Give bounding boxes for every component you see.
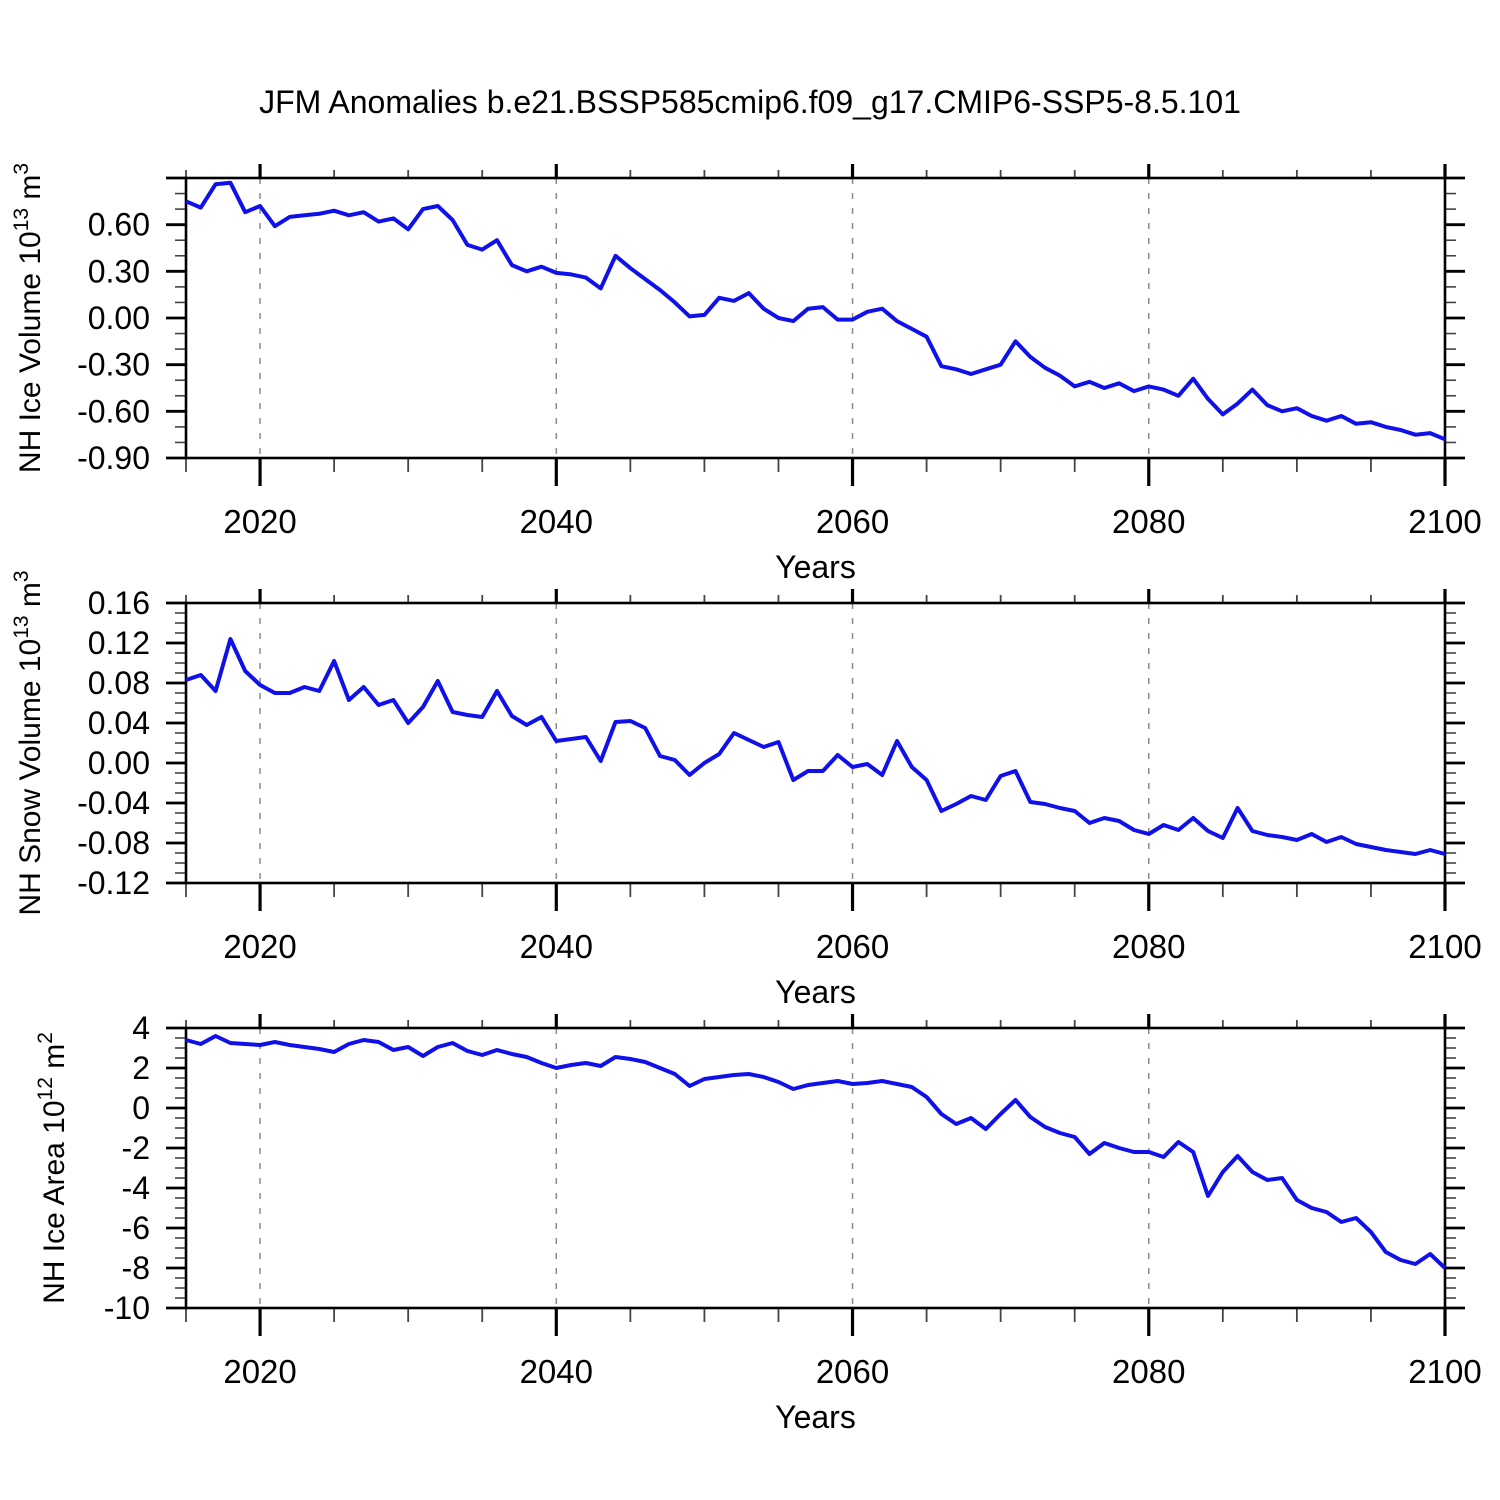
y-tick-label: 2 [132,1050,150,1086]
y-tick-label: -0.04 [77,785,150,821]
y-tick-label: 4 [132,1010,150,1046]
y-axis-title: NH Ice Volume 1013 m3 [10,163,47,473]
x-tick-label: 2080 [1112,1353,1185,1390]
y-tick-label: -4 [122,1170,150,1206]
x-axis-title: Years [775,1399,856,1435]
y-tick-label: -8 [122,1250,150,1286]
y-axis-title: NH Snow Volume 1013 m3 [10,570,47,915]
y-tick-label: 0.00 [88,300,150,336]
x-axis-title: Years [775,549,856,585]
x-tick-label: 2040 [520,503,593,540]
y-tick-label: -0.90 [77,440,150,476]
y-tick-label: 0.30 [88,253,150,289]
x-tick-label: 2020 [223,928,296,965]
x-tick-label: 2040 [520,1353,593,1390]
y-tick-label: 0.12 [88,625,150,661]
x-tick-label: 2100 [1408,1353,1481,1390]
x-tick-label: 2040 [520,928,593,965]
x-tick-label: 2060 [816,928,889,965]
x-tick-label: 2080 [1112,928,1185,965]
y-tick-label: -0.12 [77,865,150,901]
y-tick-label: 0.00 [88,745,150,781]
figure-title: JFM Anomalies b.e21.BSSP585cmip6.f09_g17… [259,84,1241,120]
plot-frame [184,601,1447,885]
y-tick-label: -6 [122,1210,150,1246]
ice-area-chart: 2020 2040 2060 2080 2100 4 2 0 -2 -4 -6 -8 -10 NH Ice… [34,1010,1482,1435]
x-tick-label: 2020 [223,503,296,540]
x-tick-label: 2060 [816,503,889,540]
plot-frame [184,1026,1447,1310]
y-axis-title: NH Ice Area 1012 m2 [34,1032,71,1304]
data-line-nh-ice-volume [185,180,1446,442]
ice-volume-chart: 2020 2040 2060 2080 2100 0.60 0.30 0.00 -0.30 -0.… [10,163,1482,585]
x-tick-label: 2100 [1408,928,1481,965]
y-tick-label: -10 [104,1290,150,1326]
data-line-nh-ice-area [185,1034,1447,1270]
data-line-nh-snow-volume [185,637,1446,856]
x-tick-label: 2020 [223,1353,296,1390]
x-tick-label: 2080 [1112,503,1185,540]
y-tick-label: 0.08 [88,665,150,701]
y-tick-label: -0.08 [77,825,150,861]
x-tick-label: 2100 [1408,503,1481,540]
y-tick-label: -0.30 [77,347,150,383]
x-tick-label: 2060 [816,1353,889,1390]
y-tick-label: 0.16 [88,585,150,621]
y-tick-label: 0 [132,1090,150,1126]
y-tick-label: -2 [122,1130,150,1166]
y-tick-label: 0.04 [88,705,150,741]
snow-volume-chart: 2020 2040 2060 2080 2100 0.16 0.12 0.08 0.04 0.00… [10,570,1482,1010]
y-tick-label: 0.60 [88,207,150,243]
y-tick-label: -0.60 [77,393,150,429]
plot-frame [184,176,1447,460]
x-axis-title: Years [775,974,856,1010]
